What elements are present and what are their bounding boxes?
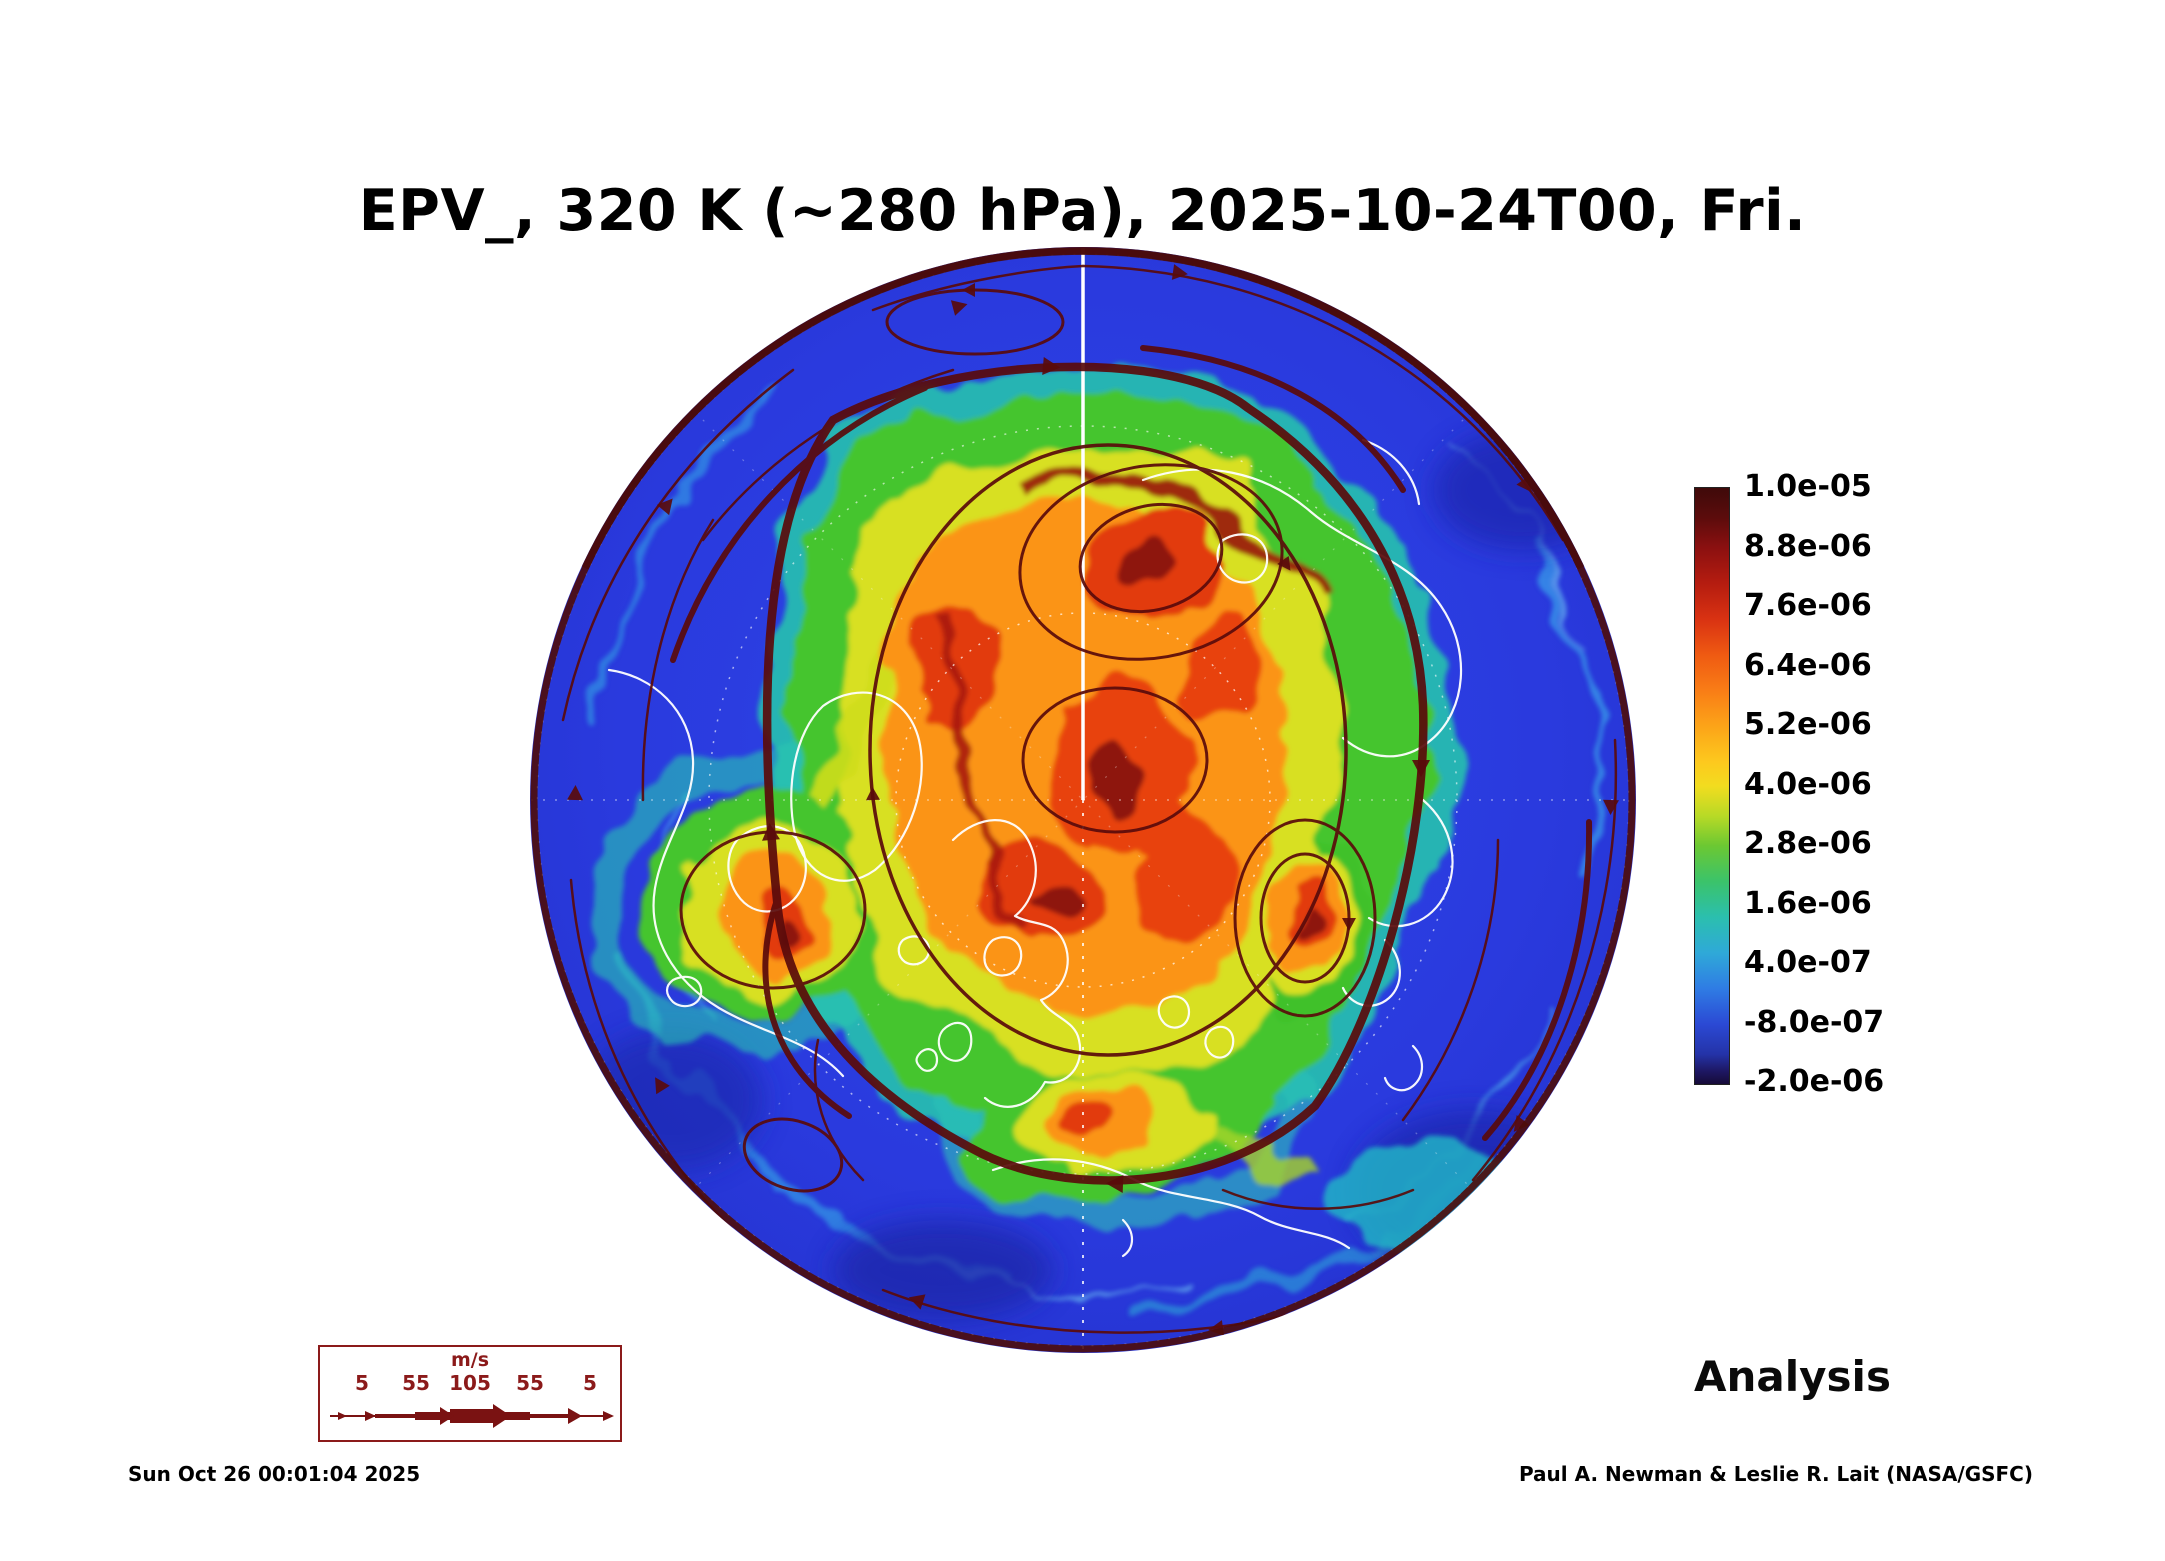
wind-speed-tick: 55	[402, 1371, 430, 1395]
coastlines	[607, 438, 1463, 1258]
colorbar-gradient	[1694, 487, 1730, 1085]
colorbar-tick-label: 5.2e-06	[1744, 707, 1872, 742]
colorbar-tick-label: 7.6e-06	[1744, 588, 1872, 623]
analysis-label: Analysis	[1694, 1352, 1891, 1401]
colorbar-tick-label: 6.4e-06	[1744, 648, 1872, 683]
wind-speed-tick: 5	[583, 1371, 597, 1395]
credit-line: Paul A. Newman & Leslie R. Lait (NASA/GS…	[1518, 1462, 2033, 1486]
colorbar-tick-label: -8.0e-07	[1744, 1005, 1885, 1040]
globe-rim-top	[577, 247, 1589, 570]
colorbar-tick-label: 4.0e-07	[1744, 945, 1872, 980]
colorbar-tick-label: 1.0e-05	[1744, 469, 1872, 504]
generation-timestamp: Sun Oct 26 00:01:04 2025	[128, 1462, 421, 1486]
colorbar-tick-label: 1.6e-06	[1744, 886, 1872, 921]
wind-speed-tick: 55	[516, 1371, 544, 1395]
colorbar-tick-label: -2.0e-06	[1744, 1064, 1885, 1099]
colorbar-tick-label: 8.8e-06	[1744, 529, 1872, 564]
wind-scale-arrow	[330, 1404, 614, 1428]
plot-title: EPV_, 320 K (~280 hPa), 2025-10-24T00, F…	[358, 178, 1807, 245]
wind-speed-tick: 5	[355, 1371, 369, 1395]
high-epv-field	[590, 365, 1523, 1250]
wind-unit-label: m/s	[450, 1349, 490, 1371]
wind-speed-legend: m/s 5 55 105 55 5	[318, 1345, 622, 1442]
streamline-arrowheads	[567, 264, 1619, 1336]
wind-speed-tick: 105	[449, 1371, 491, 1395]
epv-globe-graphic	[530, 247, 1636, 1353]
polar-map	[523, 240, 1643, 1360]
colorbar-tick-label: 4.0e-06	[1744, 767, 1872, 802]
colorbar-tick-label: 2.8e-06	[1744, 826, 1872, 861]
